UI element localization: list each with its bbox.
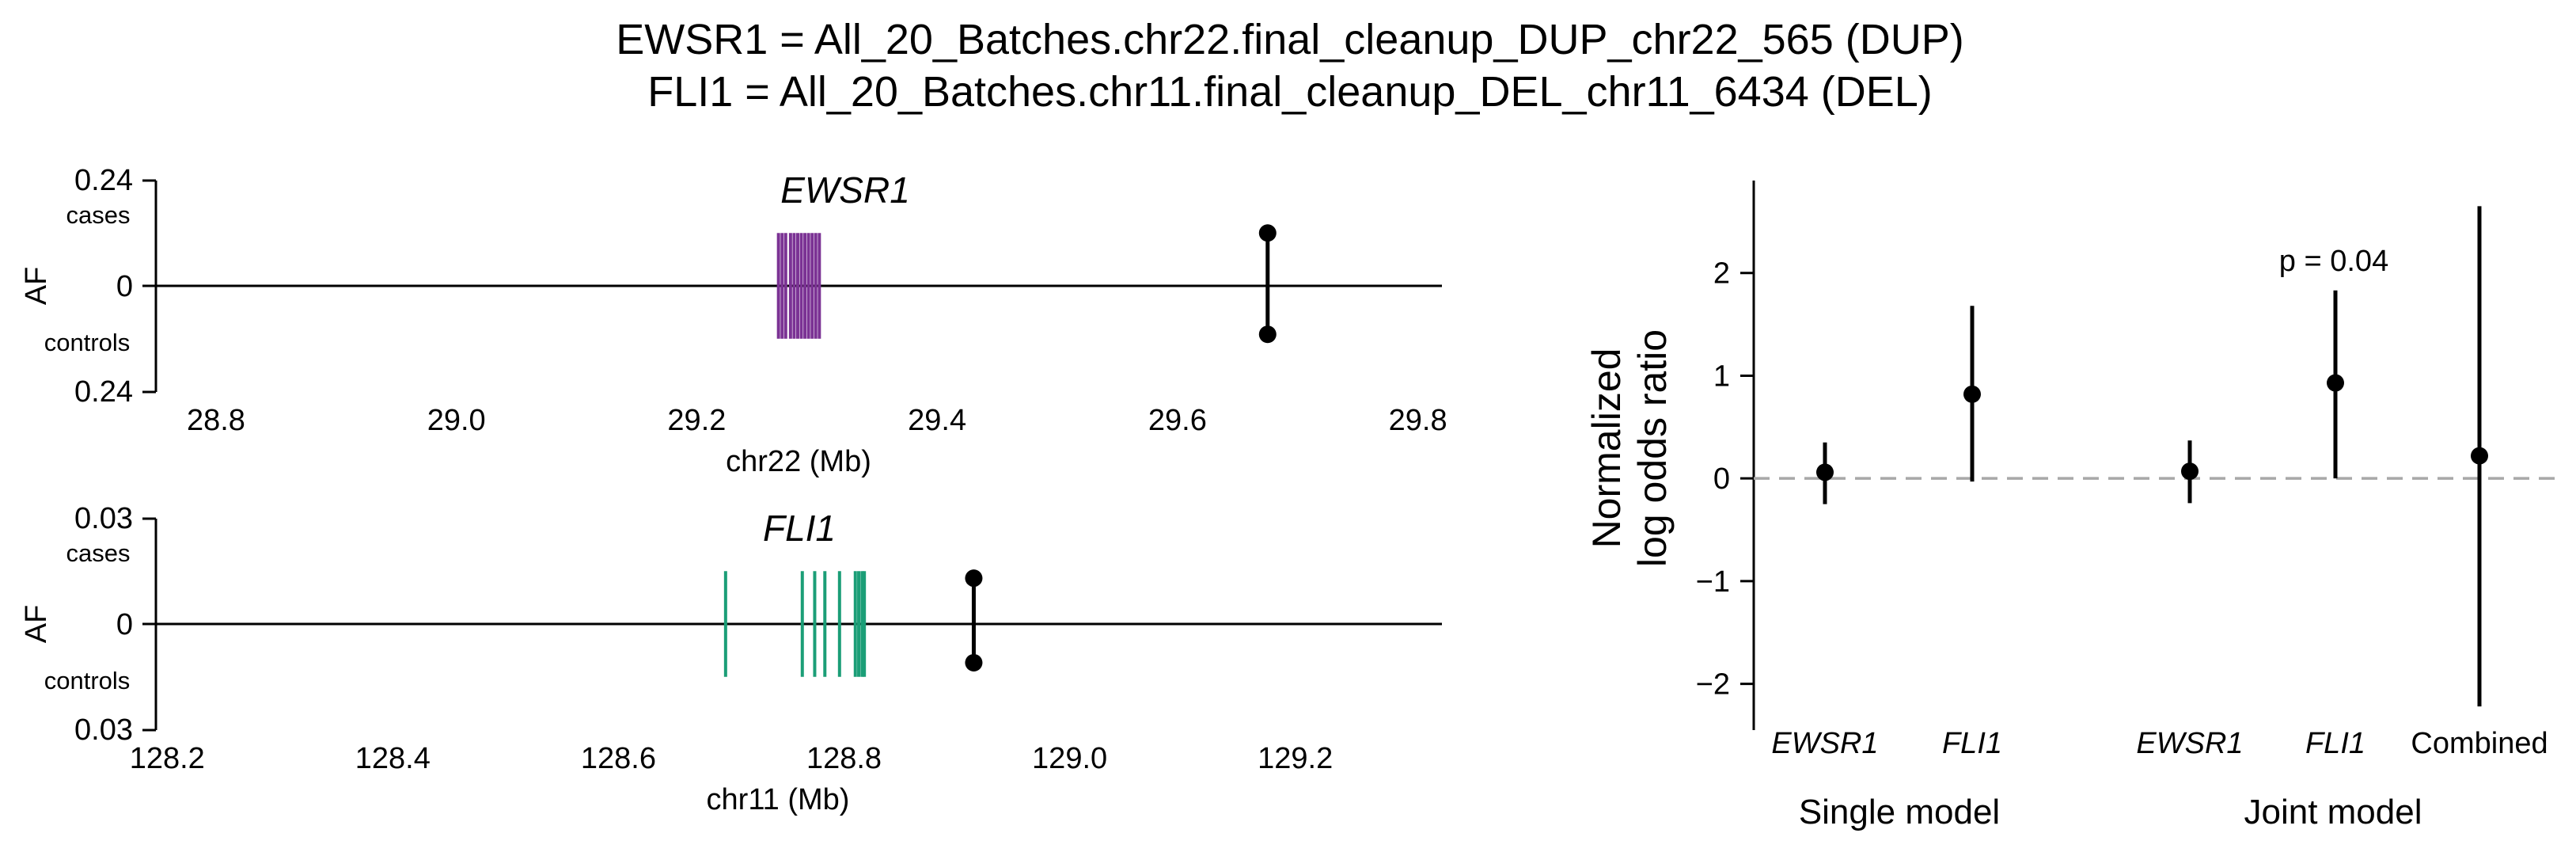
fli1-ytick-label-bottom: 0.03 (74, 713, 133, 747)
fli1-y-axis-label: AF (20, 605, 53, 644)
fli1-variant-controls-point (965, 653, 983, 671)
ewsr1-xtick-label-5: 29.6 (1148, 404, 1207, 437)
estimate-point-2 (1963, 385, 1981, 403)
p-value-annotation: p = 0.04 (2279, 245, 2388, 278)
effect-size-panel: Normalized log odds ratio 2 1 0 −1 −2 EWSR1 F… (1584, 181, 2560, 831)
ewsr1-variant (1258, 224, 1277, 344)
effect-estimates: EWSR1 FLI1 EWSR1 FLI1 Combined (1771, 206, 2548, 760)
fli1-cases-label: cases (66, 539, 131, 567)
ewsr1-ytick-label-bottom: 0.24 (74, 375, 133, 409)
fli1-x-axis-label: chr11 (Mb) (707, 783, 850, 816)
estimate-point-5 (2471, 447, 2488, 465)
fli1-xtick-label-2: 128.4 (355, 742, 431, 775)
effect-ytick-label-5: −2 (1696, 668, 1730, 702)
effect-ytick-label-3: 0 (1713, 462, 1730, 496)
ewsr1-xtick-label-4: 29.4 (908, 404, 966, 437)
ewsr1-controls-label: controls (44, 329, 131, 356)
ewsr1-xtick-label-2: 29.0 (427, 404, 486, 437)
fli1-variant (965, 569, 983, 671)
fli1-ytick-label-top: 0.03 (74, 502, 133, 535)
fli1-xtick-label-1: 128.2 (130, 742, 205, 775)
title-line-1: EWSR1 = All_20_Batches.chr22.final_clean… (616, 16, 1963, 63)
effect-ytick-label-4: −1 (1696, 565, 1730, 599)
ewsr1-xtick-label-6: 29.8 (1389, 404, 1447, 437)
category-label-2: FLI1 (1942, 727, 2002, 760)
ewsr1-exons (776, 233, 821, 339)
fli1-x-ticks: 128.2 128.4 128.6 128.8 129.0 129.2 (130, 742, 1334, 775)
effect-y-axis-label-line-2: log odds ratio (1630, 329, 1675, 567)
effect-y-axis-label-line-1: Normalized (1584, 348, 1629, 549)
fli1-xtick-label-5: 129.0 (1032, 742, 1107, 775)
category-label-1: EWSR1 (1771, 727, 1878, 760)
fli1-ytick-label-mid: 0 (116, 608, 133, 641)
fli1-variant-cases-point (965, 569, 983, 588)
estimate-point-1 (1816, 463, 1834, 481)
joint-model-label: Joint model (2244, 793, 2422, 831)
fli1-xtick-label-3: 128.6 (581, 742, 656, 775)
fli1-exons (723, 571, 867, 677)
ewsr1-cases-label: cases (66, 201, 131, 229)
ewsr1-variant-controls-point (1258, 325, 1277, 344)
category-label-3: EWSR1 (2136, 727, 2243, 760)
ewsr1-xtick-label-3: 29.2 (667, 404, 726, 437)
effect-y-ticks: 2 1 0 −1 −2 (1696, 257, 1754, 702)
effect-ytick-label-2: 1 (1713, 360, 1730, 393)
ewsr1-locus-panel: 0.24 0 0.24 cases controls AF EWSR1 28.8… (20, 164, 1447, 478)
estimate-point-3 (2181, 462, 2199, 481)
category-label-5: Combined (2411, 727, 2548, 760)
ewsr1-x-axis-label: chr22 (Mb) (726, 445, 871, 478)
single-model-label: Single model (1799, 793, 2000, 831)
effect-ytick-label-1: 2 (1713, 257, 1730, 291)
ewsr1-ytick-label-mid: 0 (116, 270, 133, 303)
fli1-controls-label: controls (44, 667, 131, 694)
ewsr1-gene-label: EWSR1 (780, 169, 910, 211)
fli1-gene-label: FLI1 (763, 508, 836, 549)
estimate-point-4 (2327, 374, 2344, 392)
title-line-2: FLI1 = All_20_Batches.chr11.final_cleanu… (647, 68, 1933, 116)
fli1-xtick-label-4: 128.8 (806, 742, 882, 775)
fli1-locus-panel: 0.03 0 0.03 cases controls AF FLI1 128.2… (20, 502, 1442, 816)
ewsr1-y-axis-label: AF (20, 267, 53, 306)
fli1-xtick-label-6: 129.2 (1258, 742, 1333, 775)
ewsr1-ytick-label-top: 0.24 (74, 164, 133, 197)
ewsr1-variant-cases-point (1258, 224, 1277, 242)
ewsr1-x-ticks: 28.8 29.0 29.2 29.4 29.6 29.8 (187, 404, 1447, 437)
ewsr1-xtick-label-1: 28.8 (187, 404, 245, 437)
category-label-4: FLI1 (2305, 727, 2365, 760)
